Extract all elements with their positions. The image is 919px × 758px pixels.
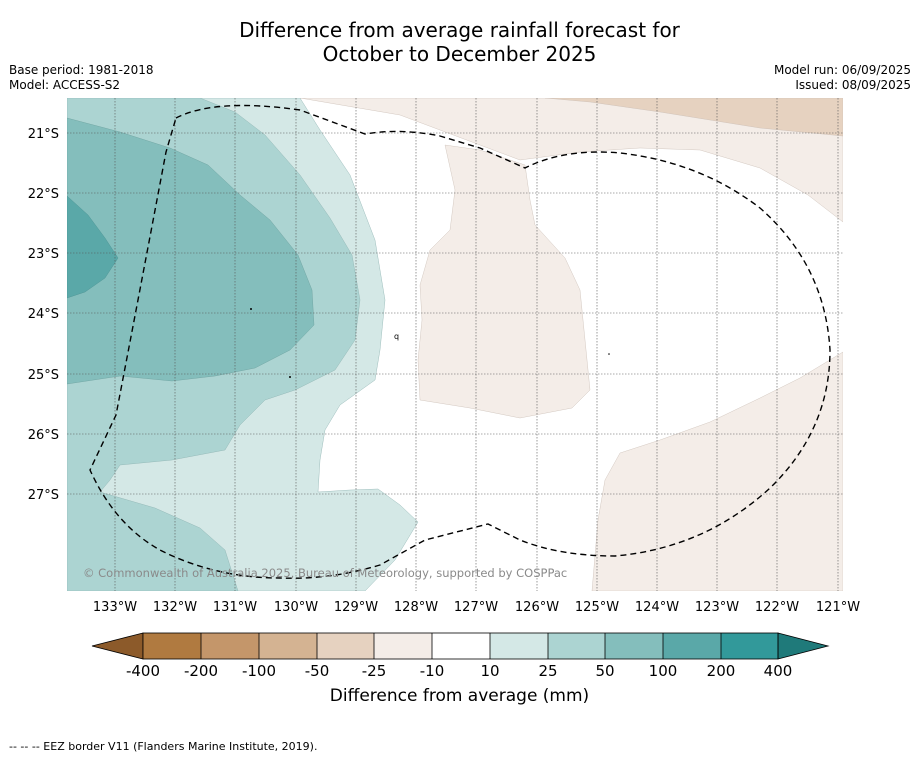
lat-label: 26°S (28, 428, 59, 443)
island-marker (608, 353, 610, 355)
lon-label: 123°W (695, 600, 739, 615)
colorbar-outline (142, 632, 779, 660)
colorbar-bin (721, 633, 778, 659)
lon-label: 129°W (334, 600, 378, 615)
colorbar-bin (490, 633, 548, 659)
title-line-1: Difference from average rainfall forecas… (239, 18, 680, 42)
map-title: Difference from average rainfall forecas… (0, 18, 919, 66)
colorbar-tick: -50 (305, 662, 330, 680)
colorbar-tick: 10 (480, 662, 499, 680)
colorbar-bin (317, 633, 374, 659)
lon-label: 125°W (575, 600, 619, 615)
colorbar-bin (259, 633, 317, 659)
lon-label: 124°W (635, 600, 679, 615)
colorbar-label: Difference from average (mm) (329, 686, 590, 706)
meta-left: Base period: 1981-2018 Model: ACCESS-S2 (9, 63, 154, 93)
dry-region-northeast (299, 98, 843, 223)
lon-label: 122°W (755, 600, 799, 615)
colorbar-tick: 400 (764, 662, 793, 680)
colorbar-bin (548, 633, 605, 659)
lon-label: 128°W (394, 600, 438, 615)
dry-region-southeast (591, 351, 843, 591)
longitude-labels: 133°W 132°W 131°W 130°W 129°W 128°W 127°… (93, 600, 860, 615)
colorbar-bin (143, 633, 201, 659)
colorbar-tick: 200 (707, 662, 736, 680)
issued-label: Issued: 08/09/2025 (795, 78, 911, 92)
wet-region-100-200 (67, 195, 119, 299)
meta-right: Model run: 06/09/2025 Issued: 08/09/2025 (774, 63, 911, 93)
colorbar-ticks: -400 -200 -100 -50 -25 -10 10 25 50 100 … (126, 662, 792, 680)
rainfall-anomaly-map: q © Commonwealth of Australia 2025, Bure… (67, 98, 843, 591)
colorbar-tick: 50 (595, 662, 614, 680)
lat-label: 23°S (28, 247, 59, 262)
copyright-text: © Commonwealth of Australia 2025, Bureau… (83, 566, 567, 580)
colorbar-dividers (200, 633, 722, 659)
lon-label: 121°W (816, 600, 860, 615)
lon-label: 127°W (454, 600, 498, 615)
lon-label: 130°W (274, 600, 318, 615)
lat-label: 24°S (28, 307, 59, 322)
colorbar-extend-low (91, 632, 144, 660)
lat-label: 22°S (28, 187, 59, 202)
colorbar-tick: 100 (649, 662, 678, 680)
lon-label: 132°W (153, 600, 197, 615)
eez-footnote: -- -- -- EEZ border V11 (Flanders Marine… (9, 740, 318, 753)
island-marker (289, 376, 291, 378)
colorbar-bin (432, 633, 490, 659)
latitude-labels: 21°S 22°S 23°S 24°S 25°S 26°S 27°S (28, 127, 59, 503)
model-run-label: Model run: 06/09/2025 (773, 63, 911, 77)
wet-region-50-100 (67, 117, 315, 385)
title-line-2: October to December 2025 (322, 42, 597, 66)
colorbar-tick: -10 (420, 662, 445, 680)
colorbar-tick: -400 (126, 662, 160, 680)
island-marker (250, 308, 252, 310)
colorbar-tick: -100 (242, 662, 276, 680)
lat-label: 27°S (28, 488, 59, 503)
base-period-label: Base period: 1981-2018 (9, 63, 154, 77)
colorbar-tick: -25 (362, 662, 387, 680)
graticule (67, 98, 843, 591)
colorbar-tick: 25 (538, 662, 557, 680)
colorbar-bin (605, 633, 663, 659)
colorbar-bin (374, 633, 432, 659)
colorbar (91, 632, 830, 660)
lon-label: 133°W (93, 600, 137, 615)
island-marker: q (394, 332, 399, 341)
drier-region-northeast (544, 98, 843, 137)
dry-region-center (417, 144, 591, 419)
lon-label: 126°W (515, 600, 559, 615)
lat-label: 25°S (28, 368, 59, 383)
colorbar-bin (663, 633, 721, 659)
colorbar-tick: -200 (184, 662, 218, 680)
colorbar-extend-high (777, 632, 830, 660)
lat-label: 21°S (28, 127, 59, 142)
lon-label: 131°W (213, 600, 257, 615)
colorbar-bin (201, 633, 259, 659)
model-label: Model: ACCESS-S2 (9, 78, 121, 92)
